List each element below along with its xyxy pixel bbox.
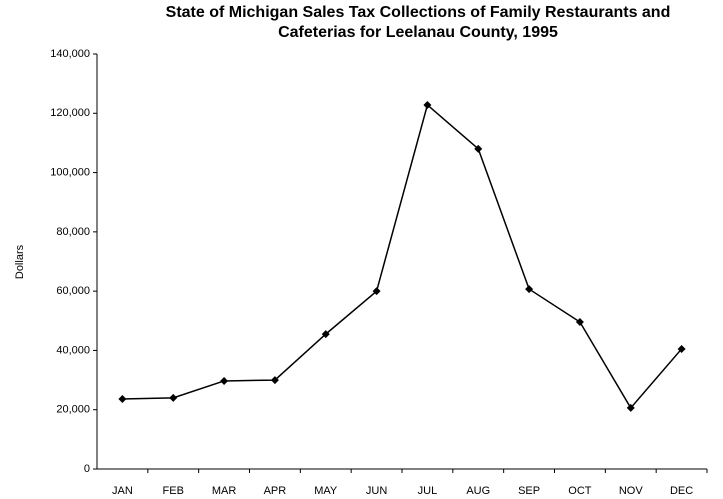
line bbox=[122, 103, 683, 410]
marker bbox=[525, 285, 534, 294]
y-axis-label: Dollars bbox=[14, 244, 26, 279]
x-tick-label: JUN bbox=[366, 485, 387, 497]
y-tick-label: 100,000 bbox=[50, 166, 90, 178]
x-tick-label: JAN bbox=[112, 485, 133, 497]
marker bbox=[220, 376, 229, 385]
marker bbox=[626, 403, 635, 412]
y-tick-label: 0 bbox=[84, 463, 90, 475]
y-tick-label: 60,000 bbox=[56, 285, 90, 297]
marker bbox=[423, 100, 432, 109]
y-tick-label: 40,000 bbox=[56, 344, 90, 356]
y-tick-label: 20,000 bbox=[56, 404, 90, 416]
x-tick-label: APR bbox=[264, 485, 287, 497]
x-tick-label: FEB bbox=[163, 485, 184, 497]
x-tick-label: JUL bbox=[418, 485, 438, 497]
y-tick-label: 140,000 bbox=[50, 48, 90, 60]
y-tick-label: 120,000 bbox=[50, 107, 90, 119]
y-tick-label: 80,000 bbox=[56, 226, 90, 238]
marker bbox=[474, 144, 483, 153]
chart-title: State of Michigan Sales Tax Collections … bbox=[166, 4, 671, 21]
marker bbox=[575, 317, 584, 326]
marker bbox=[372, 287, 381, 296]
x-tick-label: DEC bbox=[670, 485, 693, 497]
x-tick-label: MAR bbox=[212, 485, 237, 497]
x-tick-label: OCT bbox=[568, 485, 592, 497]
x-tick-label: MAY bbox=[314, 485, 338, 497]
marker bbox=[677, 344, 686, 353]
marker bbox=[118, 395, 127, 404]
chart-title: Cafeterias for Leelanau County, 1995 bbox=[278, 24, 558, 41]
x-tick-label: NOV bbox=[619, 485, 644, 497]
x-tick-label: AUG bbox=[466, 485, 490, 497]
marker bbox=[270, 376, 279, 385]
marker bbox=[321, 330, 330, 339]
marker bbox=[169, 393, 178, 402]
x-tick-label: SEP bbox=[518, 485, 540, 497]
